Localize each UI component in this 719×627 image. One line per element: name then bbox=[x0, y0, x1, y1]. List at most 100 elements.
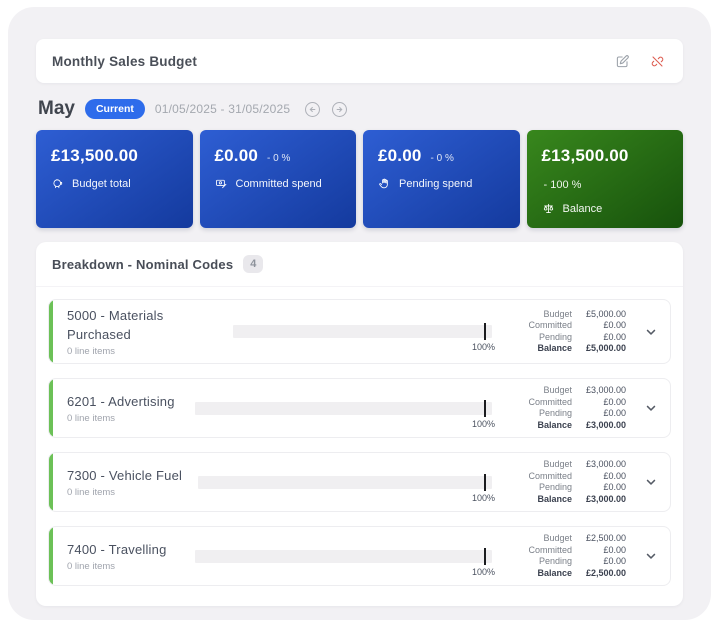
progress-percent: 100% bbox=[471, 342, 495, 352]
pending-stat-label: Pending bbox=[538, 482, 572, 492]
balance-stat-row: Balance £3,000.00 bbox=[508, 420, 626, 431]
budget-stat-row: Budget £3,000.00 bbox=[508, 385, 626, 396]
nominal-codes-count-badge: 4 bbox=[243, 255, 264, 273]
pending-spend-label: Pending spend bbox=[399, 177, 473, 190]
committed-stat-label: Committed bbox=[528, 396, 572, 407]
budget-progress-bar: 100% bbox=[195, 547, 495, 577]
budget-stat-label: Budget bbox=[543, 308, 572, 319]
nominal-code-info: 7300 - Vehicle Fuel 0 line items bbox=[67, 466, 182, 498]
scales-icon bbox=[543, 203, 553, 213]
pending-stat-label: Pending bbox=[538, 331, 572, 342]
progress-track bbox=[198, 473, 492, 491]
nominal-code-info: 6201 - Advertising 0 line items bbox=[67, 392, 179, 424]
chevron-down-icon bbox=[646, 329, 656, 335]
piggy-bank-icon bbox=[53, 179, 63, 189]
arrow-left-circle-icon bbox=[305, 101, 321, 117]
nominal-code-row[interactable]: 5000 - Materials Purchased 0 line items … bbox=[48, 299, 671, 364]
nominal-rows: 5000 - Materials Purchased 0 line items … bbox=[36, 287, 683, 602]
pending-stat-value: £0.00 bbox=[603, 331, 626, 342]
balance-percent: - 100 % bbox=[543, 179, 582, 191]
committed-spend-label: Committed spend bbox=[235, 177, 322, 190]
prev-month-button[interactable] bbox=[304, 101, 321, 118]
committed-stat-row: Committed £0.00 bbox=[508, 320, 626, 331]
current-badge: Current bbox=[84, 99, 145, 119]
committed-spend-card: £0.00 - 0 % Committed spend bbox=[199, 130, 356, 228]
nominal-code-title: 7400 - Travelling bbox=[67, 542, 167, 557]
progress-track bbox=[195, 399, 492, 417]
nominal-code-row[interactable]: 7400 - Travelling 0 line items 100% Budg… bbox=[48, 526, 671, 586]
unlink-budget-button[interactable] bbox=[648, 52, 667, 71]
budget-stat-label: Budget bbox=[543, 459, 572, 469]
budget-stat-label: Budget bbox=[543, 533, 572, 543]
committed-stat-label: Committed bbox=[528, 544, 572, 555]
budget-total-card: £13,500.00 Budget total bbox=[36, 130, 193, 228]
committed-stat-row: Committed £0.00 bbox=[508, 545, 626, 556]
budget-stat-value: £5,000.00 bbox=[585, 308, 626, 319]
chevron-down-icon bbox=[646, 553, 656, 559]
chevron-down-icon bbox=[646, 479, 656, 485]
committed-spend-percent: - 0 % bbox=[267, 153, 291, 164]
budget-stat-row: Budget £3,000.00 bbox=[508, 459, 626, 470]
pending-stat-row: Pending £0.00 bbox=[508, 332, 626, 343]
chevron-down-icon bbox=[646, 405, 656, 411]
next-month-button[interactable] bbox=[331, 101, 348, 118]
line-items-count: 0 line items bbox=[67, 487, 116, 498]
balance-stat-value: £5,000.00 bbox=[585, 343, 626, 353]
committed-stat-label: Committed bbox=[528, 320, 572, 330]
budget-progress-bar: 100% bbox=[195, 399, 495, 429]
arrow-right-circle-icon bbox=[332, 101, 348, 117]
row-stats: Budget £2,500.00 Committed £0.00 Pending… bbox=[508, 533, 626, 579]
budget-stat-value: £2,500.00 bbox=[585, 533, 626, 543]
row-accent-bar bbox=[49, 453, 53, 511]
balance-stat-label: Balance bbox=[537, 567, 572, 578]
hand-icon bbox=[379, 178, 388, 189]
expand-row-button[interactable] bbox=[644, 475, 658, 489]
nominal-code-title: 7300 - Vehicle Fuel bbox=[67, 468, 183, 483]
row-accent-bar bbox=[49, 379, 53, 437]
balance-stat-value: £3,000.00 bbox=[585, 493, 626, 504]
breakdown-title: Breakdown - Nominal Codes bbox=[52, 256, 234, 272]
unlink-icon bbox=[651, 55, 664, 67]
balance-stat-value: £3,000.00 bbox=[585, 419, 626, 430]
nominal-code-title: 6201 - Advertising bbox=[67, 394, 175, 409]
budget-progress-bar: 100% bbox=[198, 473, 495, 503]
balance-stat-row: Balance £5,000.00 bbox=[508, 343, 626, 354]
row-stats: Budget £5,000.00 Committed £0.00 Pending… bbox=[508, 309, 626, 355]
expand-row-button[interactable] bbox=[644, 325, 658, 339]
balance-card: £13,500.00 - 100 % Balance bbox=[526, 130, 683, 228]
nominal-code-row[interactable]: 7300 - Vehicle Fuel 0 line items 100% Bu… bbox=[48, 452, 671, 512]
committed-stat-value: £0.00 bbox=[603, 544, 626, 555]
progress-marker bbox=[483, 323, 486, 340]
committed-stat-label: Committed bbox=[528, 470, 572, 481]
balance-stat-row: Balance £3,000.00 bbox=[508, 494, 626, 505]
period-row: May Current 01/05/2025 - 31/05/2025 bbox=[38, 96, 681, 122]
committed-stat-value: £0.00 bbox=[603, 396, 626, 407]
nominal-code-row[interactable]: 6201 - Advertising 0 line items 100% Bud… bbox=[48, 378, 671, 438]
balance-stat-label: Balance bbox=[537, 419, 572, 430]
nominal-code-info: 5000 - Materials Purchased 0 line items bbox=[67, 306, 217, 357]
expand-row-button[interactable] bbox=[644, 549, 658, 563]
progress-track bbox=[233, 323, 492, 340]
row-accent-bar bbox=[49, 527, 53, 585]
pending-spend-value: £0.00 bbox=[378, 146, 422, 165]
month-label: May bbox=[38, 98, 75, 119]
committed-spend-value: £0.00 bbox=[214, 146, 259, 165]
committed-stat-value: £0.00 bbox=[603, 470, 626, 481]
committed-stat-row: Committed £0.00 bbox=[508, 397, 626, 408]
nominal-code-title: 5000 - Materials Purchased bbox=[67, 308, 164, 342]
edit-icon bbox=[616, 54, 629, 67]
progress-percent: 100% bbox=[471, 566, 495, 577]
pending-stat-row: Pending £0.00 bbox=[508, 482, 626, 493]
page-title: Monthly Sales Budget bbox=[52, 53, 198, 69]
expand-row-button[interactable] bbox=[644, 401, 658, 415]
balance-stat-row: Balance £2,500.00 bbox=[508, 568, 626, 579]
line-items-count: 0 line items bbox=[67, 561, 116, 572]
edit-budget-button[interactable] bbox=[613, 52, 632, 71]
row-accent-bar bbox=[49, 300, 53, 363]
pending-stat-label: Pending bbox=[538, 556, 572, 566]
balance-value: £13,500.00 bbox=[541, 146, 629, 165]
progress-marker bbox=[483, 547, 486, 565]
app-background: Monthly Sales Budget May Current 01/05/2… bbox=[8, 7, 711, 620]
budget-total-label: Budget total bbox=[72, 177, 131, 190]
budget-stat-row: Budget £5,000.00 bbox=[508, 309, 626, 320]
